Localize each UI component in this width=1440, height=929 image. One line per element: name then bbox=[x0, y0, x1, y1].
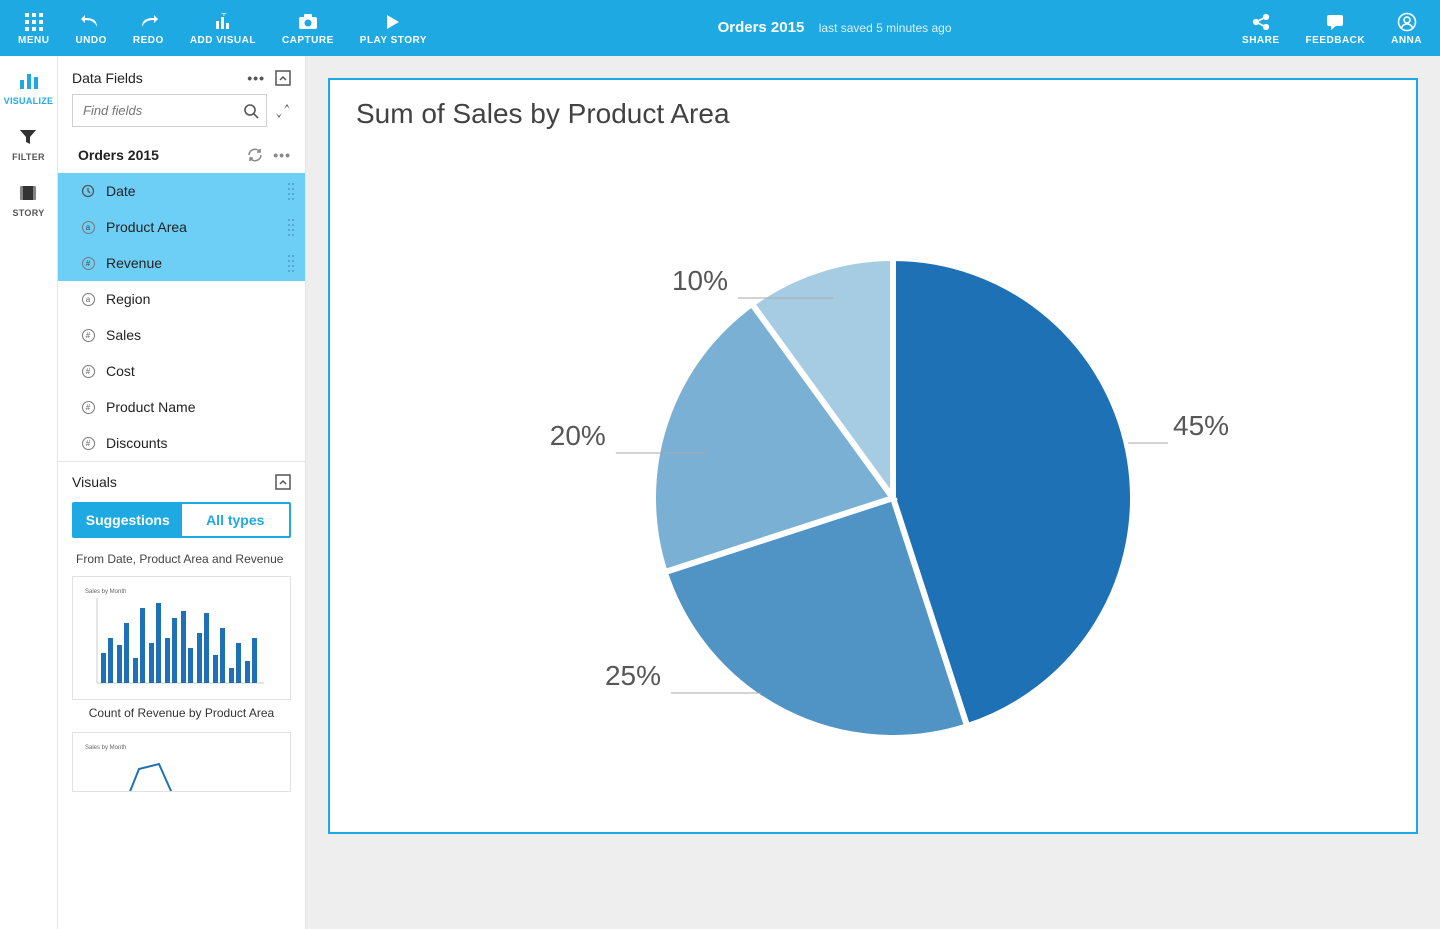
field-type-icon: # bbox=[80, 257, 96, 270]
feedback-button[interactable]: FEEDBACK bbox=[1300, 7, 1372, 50]
search-input[interactable] bbox=[72, 94, 267, 127]
field-item[interactable]: # Revenue bbox=[58, 245, 305, 281]
field-type-icon: # bbox=[80, 437, 96, 450]
field-label: Product Area bbox=[106, 219, 187, 235]
drag-handle-icon[interactable] bbox=[287, 217, 295, 237]
chart-title: Sum of Sales by Product Area bbox=[356, 98, 1390, 130]
redo-button[interactable]: REDO bbox=[127, 7, 170, 50]
chart-canvas[interactable]: Sum of Sales by Product Area 45% 25% 20% 10… bbox=[328, 78, 1418, 834]
sidebar: Data Fields ••• Orders 2015 bbox=[58, 56, 306, 929]
undo-button[interactable]: UNDO bbox=[69, 7, 112, 50]
fields-list: Date a Product Area # Revenue a Region # Sales # C… bbox=[58, 173, 305, 461]
user-icon bbox=[1397, 11, 1417, 33]
drag-handle-icon[interactable] bbox=[287, 181, 295, 201]
top-bar: MENU UNDO REDO + ADD VISUAL CAPTURE bbox=[0, 0, 1440, 56]
rail-filter-label: FILTER bbox=[12, 152, 45, 162]
share-button[interactable]: SHARE bbox=[1236, 7, 1286, 50]
filter-icon bbox=[19, 128, 37, 148]
field-item[interactable]: a Product Area bbox=[58, 209, 305, 245]
undo-icon bbox=[81, 11, 101, 33]
dataset-name: Orders 2015 bbox=[78, 147, 159, 163]
svg-text:Sales by Month: Sales by Month bbox=[85, 745, 126, 751]
svg-text:+: + bbox=[221, 13, 227, 20]
field-label: Discounts bbox=[106, 435, 167, 451]
capture-button[interactable]: CAPTURE bbox=[276, 7, 340, 50]
field-item[interactable]: # Discounts bbox=[58, 425, 305, 461]
rail-story[interactable]: STORY bbox=[12, 184, 44, 218]
capture-label: CAPTURE bbox=[282, 35, 334, 46]
tab-suggestions[interactable]: Suggestions bbox=[74, 504, 182, 536]
svg-text:45%: 45% bbox=[1173, 410, 1229, 441]
data-fields-header: Data Fields ••• bbox=[58, 56, 305, 94]
visuals-title: Visuals bbox=[72, 474, 117, 490]
svg-text:10%: 10% bbox=[672, 265, 728, 296]
field-item[interactable]: # Product Name bbox=[58, 389, 305, 425]
user-button[interactable]: ANNA bbox=[1385, 7, 1428, 50]
field-item[interactable]: a Region bbox=[58, 281, 305, 317]
data-fields-title: Data Fields bbox=[72, 70, 143, 86]
search-icon[interactable] bbox=[243, 103, 259, 119]
suggestion-caption: From Date, Product Area and Revenue bbox=[76, 552, 287, 566]
play-icon bbox=[385, 11, 401, 33]
visuals-collapse-icon[interactable] bbox=[275, 474, 291, 490]
menu-button[interactable]: MENU bbox=[12, 7, 55, 50]
field-label: Sales bbox=[106, 327, 141, 343]
pie-chart: 45% 25% 20% 10% bbox=[330, 140, 1416, 832]
sort-icon[interactable] bbox=[275, 102, 291, 120]
undo-label: UNDO bbox=[75, 35, 106, 46]
tab-all-types[interactable]: All types bbox=[182, 504, 290, 536]
rail-story-label: STORY bbox=[12, 208, 44, 218]
left-rail: VISUALIZE FILTER STORY bbox=[0, 56, 58, 929]
bar-chart-icon bbox=[18, 72, 40, 92]
visual-thumbnail-2[interactable]: Sales by Month bbox=[72, 732, 291, 792]
visual-thumbnail-1[interactable]: Sales by Month bbox=[72, 576, 291, 700]
field-type-icon: a bbox=[80, 293, 96, 306]
field-item[interactable]: Date bbox=[58, 173, 305, 209]
share-label: SHARE bbox=[1242, 35, 1280, 46]
share-icon bbox=[1252, 11, 1270, 33]
dataset-more-icon[interactable]: ••• bbox=[273, 147, 291, 163]
svg-text:20%: 20% bbox=[550, 420, 606, 451]
rail-visualize-label: VISUALIZE bbox=[4, 96, 54, 106]
collapse-icon[interactable] bbox=[275, 70, 291, 86]
feedback-icon bbox=[1326, 11, 1344, 33]
rail-visualize[interactable]: VISUALIZE bbox=[4, 72, 54, 106]
canvas-area: Sum of Sales by Product Area 45% 25% 20% 10… bbox=[306, 56, 1440, 929]
camera-icon bbox=[298, 11, 318, 33]
field-label: Cost bbox=[106, 363, 135, 379]
add-visual-icon: + bbox=[213, 11, 233, 33]
more-icon[interactable]: ••• bbox=[247, 70, 265, 86]
redo-label: REDO bbox=[133, 35, 164, 46]
feedback-label: FEEDBACK bbox=[1306, 35, 1366, 46]
field-label: Region bbox=[106, 291, 150, 307]
field-type-icon: # bbox=[80, 365, 96, 378]
field-type-icon bbox=[80, 184, 96, 198]
field-item[interactable]: # Cost bbox=[58, 353, 305, 389]
field-type-icon: a bbox=[80, 221, 96, 234]
add-visual-label: ADD VISUAL bbox=[190, 35, 256, 46]
field-label: Revenue bbox=[106, 255, 162, 271]
grid-icon bbox=[25, 11, 43, 33]
field-type-icon: # bbox=[80, 329, 96, 342]
svg-text:25%: 25% bbox=[605, 660, 661, 691]
user-label: ANNA bbox=[1391, 35, 1422, 46]
thumbnail-1-caption: Count of Revenue by Product Area bbox=[72, 706, 291, 720]
rail-filter[interactable]: FILTER bbox=[12, 128, 45, 162]
svg-text:Sales by Month: Sales by Month bbox=[85, 589, 126, 595]
field-item[interactable]: # Sales bbox=[58, 317, 305, 353]
menu-label: MENU bbox=[18, 35, 49, 46]
field-label: Date bbox=[106, 183, 136, 199]
saved-status: last saved 5 minutes ago bbox=[819, 21, 952, 35]
redo-icon bbox=[138, 11, 158, 33]
field-type-icon: # bbox=[80, 401, 96, 414]
play-story-label: PLAY STORY bbox=[360, 35, 427, 46]
field-label: Product Name bbox=[106, 399, 195, 415]
add-visual-button[interactable]: + ADD VISUAL bbox=[184, 7, 262, 50]
refresh-icon[interactable] bbox=[247, 147, 263, 163]
document-title: Orders 2015 bbox=[718, 19, 805, 36]
film-icon bbox=[19, 184, 37, 204]
play-story-button[interactable]: PLAY STORY bbox=[354, 7, 433, 50]
drag-handle-icon[interactable] bbox=[287, 253, 295, 273]
